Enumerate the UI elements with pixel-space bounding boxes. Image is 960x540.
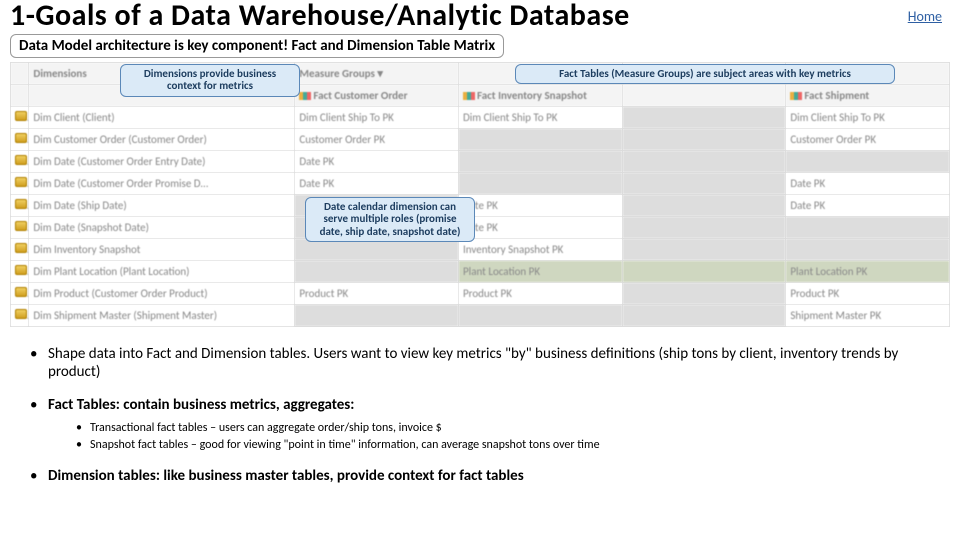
matrix-wrap: DimensionsMeasure Groups ▾Fact Customer …: [10, 62, 950, 327]
fact-cell: [622, 238, 786, 260]
cube-icon: [15, 177, 27, 187]
measure-group-header: Fact Inventory Snapshot: [459, 84, 623, 106]
dimension-cell: Dim Client (Client): [29, 106, 295, 128]
sub-bullet-item: Snapshot fact tables – good for viewing …: [76, 438, 930, 453]
fact-cell: [786, 238, 950, 260]
fact-cell: Date PK: [459, 216, 623, 238]
bullet-item: Dimension tables: like business master t…: [30, 467, 930, 486]
cube-icon: [15, 243, 27, 253]
measure-group-header: [11, 84, 29, 106]
measure-group-header: Fact Shipment: [786, 84, 950, 106]
fact-cell: Date PK: [295, 172, 459, 194]
callout-facts: Fact Tables (Measure Groups) are subject…: [515, 64, 895, 85]
dimension-cell: Dim Date (Customer Order Promise D…: [29, 172, 295, 194]
fact-cell: Date PK: [295, 150, 459, 172]
cube-icon: [15, 111, 27, 121]
dimension-cell: Dim Inventory Snapshot: [29, 238, 295, 260]
fact-cell: [622, 150, 786, 172]
fact-cell: [11, 172, 29, 194]
fact-cell: [459, 128, 623, 150]
cube-icon: [15, 199, 27, 209]
fact-cell: Plant Location PK: [459, 260, 623, 282]
bullet-text: Shape data into Fact and Dimension table…: [48, 345, 898, 382]
cube-icon: [15, 155, 27, 165]
dimension-cell: Dim Shipment Master (Shipment Master): [29, 304, 295, 326]
fact-cell: [622, 260, 786, 282]
dimension-cell: Dim Date (Snapshot Date): [29, 216, 295, 238]
fact-cell: Plant Location PK: [786, 260, 950, 282]
fact-cell: [11, 128, 29, 150]
fact-cell: Date PK: [786, 194, 950, 216]
fact-cell: [11, 194, 29, 216]
fact-cell: Date PK: [459, 194, 623, 216]
dimension-cell: Dim Date (Ship Date): [29, 194, 295, 216]
fact-cell: [786, 216, 950, 238]
matrix-header: Measure Groups ▾: [295, 62, 459, 84]
cube-icon: [15, 221, 27, 231]
fact-cell: Shipment Master PK: [786, 304, 950, 326]
cube-icon: [15, 309, 27, 319]
fact-cell: [11, 282, 29, 304]
measure-group-header: [622, 84, 786, 106]
fact-cell: [459, 150, 623, 172]
fact-cell: [622, 172, 786, 194]
bullet-text: Dimension tables: like business master t…: [48, 467, 524, 485]
fact-cell: [786, 150, 950, 172]
bullet-item: Fact Tables: contain business metrics, a…: [30, 396, 930, 453]
fact-cell: [622, 282, 786, 304]
fact-cell: [11, 304, 29, 326]
fact-cell: Customer Order PK: [295, 128, 459, 150]
banner-text: Data Model architecture is key component…: [10, 34, 504, 58]
fact-cell: [295, 260, 459, 282]
fact-cell: Customer Order PK: [786, 128, 950, 150]
fact-dimension-matrix: DimensionsMeasure Groups ▾Fact Customer …: [10, 62, 950, 327]
bullet-list: Shape data into Fact and Dimension table…: [30, 345, 930, 486]
bullet-item: Shape data into Fact and Dimension table…: [30, 345, 930, 383]
fact-cell: [11, 216, 29, 238]
fact-cell: Dim Client Ship To PK: [295, 106, 459, 128]
fact-cell: [622, 128, 786, 150]
callout-dimensions: Dimensions provide business context for …: [120, 64, 300, 97]
dimension-cell: Dim Product (Customer Order Product): [29, 282, 295, 304]
fact-cell: Product PK: [459, 282, 623, 304]
dimension-cell: Dim Plant Location (Plant Location): [29, 260, 295, 282]
fact-cell: [11, 106, 29, 128]
fact-cell: Inventory Snapshot PK: [459, 238, 623, 260]
cube-icon: [15, 265, 27, 275]
fact-cell: [622, 194, 786, 216]
fact-cell: [295, 304, 459, 326]
matrix-header: [11, 62, 29, 84]
dimension-cell: Dim Date (Customer Order Entry Date): [29, 150, 295, 172]
fact-cell: [459, 304, 623, 326]
bullet-text: Fact Tables: contain business metrics, a…: [48, 396, 354, 414]
fact-cell: [11, 260, 29, 282]
callout-date-roles: Date calendar dimension can serve multip…: [305, 197, 475, 243]
fact-cell: Product PK: [295, 282, 459, 304]
sub-bullet-item: Transactional fact tables – users can ag…: [76, 421, 930, 436]
home-link[interactable]: Home: [908, 8, 942, 25]
fact-cell: [11, 150, 29, 172]
fact-cell: Date PK: [786, 172, 950, 194]
sub-bullet-list: Transactional fact tables – users can ag…: [76, 421, 930, 453]
fact-cell: [622, 216, 786, 238]
fact-cell: [622, 106, 786, 128]
fact-cell: [622, 304, 786, 326]
fact-cell: [11, 238, 29, 260]
fact-cell: Dim Client Ship To PK: [459, 106, 623, 128]
cube-icon: [15, 287, 27, 297]
fact-cell: Dim Client Ship To PK: [786, 106, 950, 128]
measure-group-header: Fact Customer Order: [295, 84, 459, 106]
fact-cell: Product PK: [786, 282, 950, 304]
dimension-cell: Dim Customer Order (Customer Order): [29, 128, 295, 150]
fact-cell: [459, 172, 623, 194]
page-title: 1-Goals of a Data Warehouse/Analytic Dat…: [0, 0, 960, 32]
cube-icon: [15, 133, 27, 143]
